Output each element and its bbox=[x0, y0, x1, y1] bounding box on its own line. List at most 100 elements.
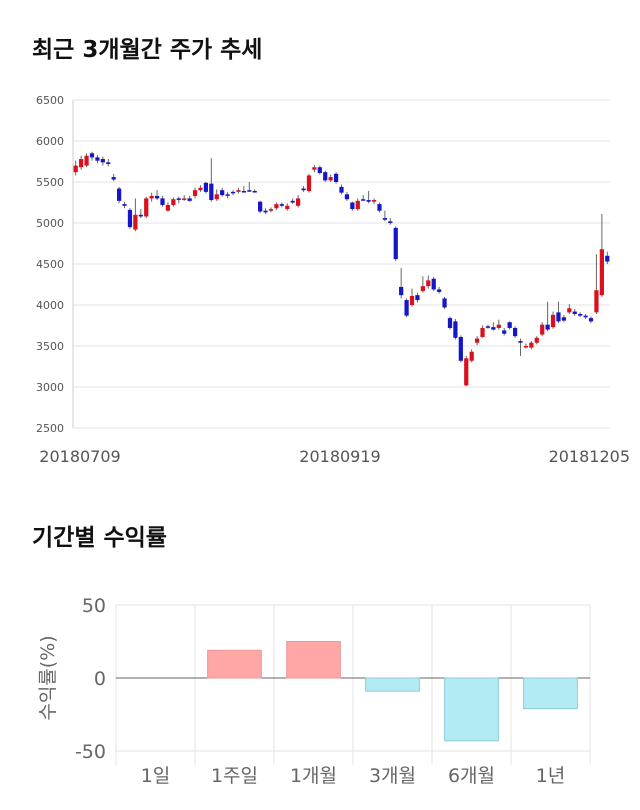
candle-body bbox=[317, 167, 322, 173]
returns-bar bbox=[207, 649, 262, 679]
candle-body bbox=[469, 351, 474, 361]
candle-body bbox=[485, 326, 491, 328]
candle-body bbox=[203, 182, 209, 192]
candle-body bbox=[209, 183, 214, 201]
returns-y-tick-labels: 50 0 -50 bbox=[75, 595, 106, 763]
candle-body bbox=[160, 198, 165, 205]
candle-body bbox=[377, 204, 382, 211]
candle-body bbox=[496, 324, 501, 328]
returns-x-tick-label: 1개월 bbox=[290, 765, 337, 787]
returns-x-tick-label: 1주일 bbox=[211, 765, 258, 787]
candle-body bbox=[371, 200, 377, 202]
candle-body bbox=[502, 330, 507, 334]
candle-body bbox=[73, 165, 78, 173]
candle-body bbox=[133, 214, 138, 230]
candle-body bbox=[312, 167, 317, 170]
candle-body bbox=[268, 209, 274, 211]
price-x-tick-label: 20180919 bbox=[299, 447, 380, 466]
returns-y-axis-title: 수익률(%) bbox=[37, 635, 59, 720]
returns-x-tick-labels: 1일 1주일 1개월 3개월 6개월 1년 bbox=[141, 765, 566, 787]
price-y-tick-label: 2500 bbox=[36, 422, 64, 435]
candle-body bbox=[556, 312, 561, 322]
candle-body bbox=[149, 195, 154, 199]
candle-body bbox=[447, 318, 453, 328]
candle-body bbox=[333, 173, 339, 182]
candle-body bbox=[225, 194, 230, 196]
candle-body bbox=[605, 255, 610, 262]
returns-bar bbox=[523, 677, 578, 710]
candle-body bbox=[95, 157, 100, 161]
returns-bar bbox=[444, 677, 499, 742]
candle-body bbox=[415, 295, 420, 301]
candle-body bbox=[236, 190, 241, 192]
candle-body bbox=[116, 188, 122, 201]
returns-bars bbox=[207, 641, 578, 742]
returns-bar bbox=[286, 641, 341, 679]
candle-body bbox=[220, 190, 225, 196]
candle-body bbox=[512, 327, 518, 337]
candle-body bbox=[247, 190, 252, 192]
returns-x-tick-label: 3개월 bbox=[369, 765, 416, 787]
price-x-tick-labels: 20180709 20180919 20181205 bbox=[39, 447, 630, 466]
candle-body bbox=[339, 186, 344, 193]
price-y-tick-label: 3000 bbox=[36, 381, 64, 394]
candle-body bbox=[572, 311, 577, 315]
price-chart-title: 최근 3개월간 주가 추세 bbox=[32, 37, 263, 63]
returns-bar-chart: 50 0 -50 1일 1주일 1개월 3개월 6개월 1년 수익률(%) bbox=[37, 595, 591, 787]
candle-body bbox=[230, 191, 236, 194]
candle-body bbox=[491, 327, 496, 330]
candle-body bbox=[567, 308, 572, 313]
candle-body bbox=[355, 200, 360, 210]
candle-body bbox=[127, 209, 133, 228]
candle-body bbox=[399, 286, 404, 296]
candle-body bbox=[409, 295, 415, 305]
price-trend-chart: 2500 3000 3500 4000 4500 5000 5500 6000 6500 201… bbox=[36, 94, 630, 466]
price-y-tick-label: 5000 bbox=[36, 217, 64, 230]
candle-body bbox=[144, 198, 149, 217]
candle-body bbox=[518, 341, 523, 343]
candle-body bbox=[165, 204, 171, 211]
candle-body bbox=[274, 204, 279, 209]
candle-body bbox=[534, 337, 539, 343]
candle-body bbox=[583, 315, 588, 318]
returns-y-axis-title-group: 수익률(%) bbox=[37, 635, 59, 720]
candle-body bbox=[182, 198, 187, 200]
candle-body bbox=[431, 278, 436, 290]
price-x-tick-label: 20181205 bbox=[549, 447, 630, 466]
candle-body bbox=[388, 221, 393, 223]
candle-body bbox=[263, 210, 268, 213]
candle-body bbox=[458, 336, 463, 361]
candle-body bbox=[393, 227, 398, 260]
price-candles bbox=[73, 151, 610, 387]
candle-body bbox=[252, 191, 257, 193]
candle-body bbox=[241, 191, 246, 193]
candle-body bbox=[154, 195, 160, 199]
candle-body bbox=[545, 324, 550, 330]
candle-body bbox=[404, 300, 409, 316]
candle-body bbox=[437, 289, 442, 292]
candle-body bbox=[89, 153, 95, 158]
candle-body bbox=[523, 346, 529, 348]
candle-body bbox=[594, 290, 599, 313]
candle-body bbox=[106, 162, 111, 164]
candle-body bbox=[328, 177, 333, 181]
candle-body bbox=[561, 317, 567, 321]
candle-body bbox=[453, 321, 458, 338]
candle-body bbox=[350, 202, 355, 210]
candle-body bbox=[192, 190, 198, 196]
price-x-tick-label: 20180709 bbox=[39, 447, 120, 466]
candle-body bbox=[214, 194, 219, 200]
candle-body bbox=[361, 199, 366, 201]
candle-body bbox=[323, 172, 328, 181]
candle-body bbox=[540, 324, 545, 335]
candle-body bbox=[258, 201, 263, 212]
candle-body bbox=[290, 200, 295, 203]
returns-x-tick-label: 1일 bbox=[141, 765, 171, 787]
candle-body bbox=[420, 286, 425, 292]
candle-body bbox=[100, 159, 105, 163]
returns-y-tick-label: 0 bbox=[94, 668, 106, 690]
candle-body bbox=[279, 204, 284, 206]
candle-body bbox=[599, 249, 604, 296]
returns-x-tick-label: 1년 bbox=[536, 765, 566, 787]
price-gridlines bbox=[72, 99, 610, 429]
